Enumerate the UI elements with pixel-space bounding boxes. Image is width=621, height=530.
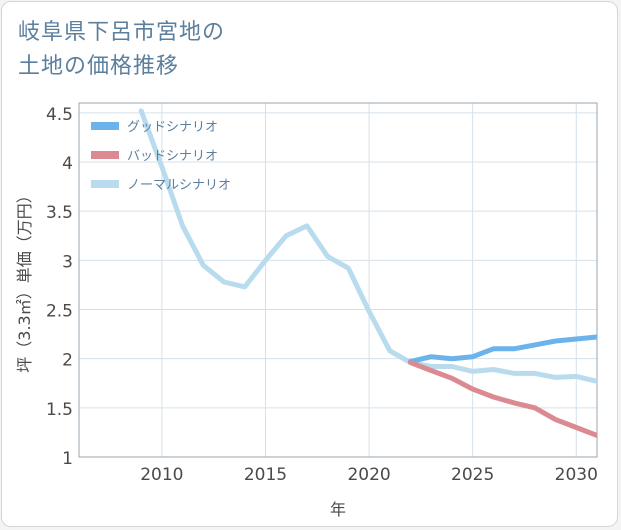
x-axis-label: 年 xyxy=(330,500,346,519)
series-line-0 xyxy=(408,334,597,365)
legend-label-0: グッドシナリオ xyxy=(127,120,218,135)
y-axis-label: 坪（3.3㎡）単価（万円） xyxy=(15,187,34,372)
y-tick-label: 3.5 xyxy=(46,203,73,223)
y-tick-label: 2 xyxy=(62,351,73,371)
x-tick-label: 2020 xyxy=(347,465,390,485)
legend-label-2: ノーマルシナリオ xyxy=(127,178,231,193)
y-tick-label: 2.5 xyxy=(46,302,73,322)
y-tick-label: 1 xyxy=(62,449,73,469)
chart-title: 岐阜県下呂市宮地の 土地の価格推移 xyxy=(18,16,225,84)
x-tick-label: 2025 xyxy=(451,465,494,485)
chart-title-line-1: 岐阜県下呂市宮地の xyxy=(18,20,226,45)
x-tick-label: 2010 xyxy=(140,465,183,485)
x-tick-label: 2015 xyxy=(244,465,287,485)
y-tick-label: 1.5 xyxy=(46,400,73,420)
chart-title-line-2: 土地の価格推移 xyxy=(18,54,180,79)
series-line-1 xyxy=(408,360,597,438)
plot-border xyxy=(78,102,598,458)
x-tick-label: 2030 xyxy=(555,465,598,485)
y-tick-label: 4 xyxy=(62,154,73,174)
y-tick-label: 3 xyxy=(62,252,73,272)
y-tick-label: 4.5 xyxy=(46,105,73,125)
legend-label-1: バッドシナリオ xyxy=(127,149,218,164)
series-line-2 xyxy=(138,108,597,384)
